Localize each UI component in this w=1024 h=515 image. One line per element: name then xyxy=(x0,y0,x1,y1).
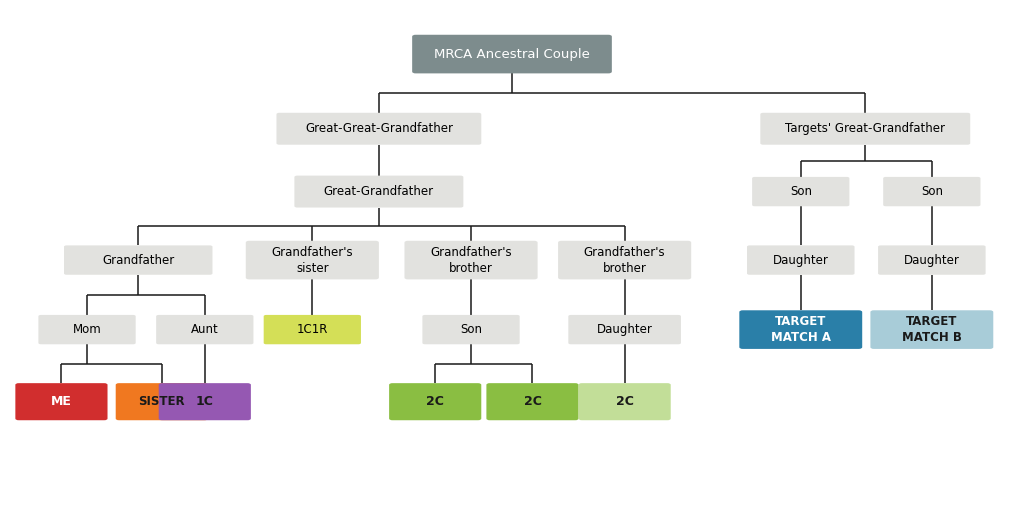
Text: Son: Son xyxy=(460,323,482,336)
FancyBboxPatch shape xyxy=(65,246,213,275)
Text: MRCA Ancestral Couple: MRCA Ancestral Couple xyxy=(434,47,590,61)
FancyBboxPatch shape xyxy=(264,315,361,345)
FancyBboxPatch shape xyxy=(486,383,579,420)
FancyBboxPatch shape xyxy=(883,177,981,206)
Text: TARGET
MATCH A: TARGET MATCH A xyxy=(771,315,830,344)
Text: Targets' Great-Grandfather: Targets' Great-Grandfather xyxy=(785,122,945,135)
Text: Grandfather's
brother: Grandfather's brother xyxy=(584,246,666,274)
FancyBboxPatch shape xyxy=(423,315,520,345)
FancyBboxPatch shape xyxy=(15,383,108,420)
FancyBboxPatch shape xyxy=(739,310,862,349)
Text: Daughter: Daughter xyxy=(597,323,652,336)
Text: ME: ME xyxy=(51,395,72,408)
FancyBboxPatch shape xyxy=(879,246,985,275)
FancyBboxPatch shape xyxy=(558,241,691,279)
FancyBboxPatch shape xyxy=(870,310,993,349)
Text: Mom: Mom xyxy=(73,323,101,336)
Text: SISTER: SISTER xyxy=(138,395,185,408)
FancyBboxPatch shape xyxy=(579,383,671,420)
FancyBboxPatch shape xyxy=(116,383,208,420)
Text: 2C: 2C xyxy=(615,395,634,408)
Text: Daughter: Daughter xyxy=(904,253,959,267)
FancyBboxPatch shape xyxy=(760,113,970,145)
FancyBboxPatch shape xyxy=(39,315,135,345)
FancyBboxPatch shape xyxy=(748,246,854,275)
FancyBboxPatch shape xyxy=(159,383,251,420)
Text: Grandfather: Grandfather xyxy=(102,253,174,267)
FancyBboxPatch shape xyxy=(295,176,463,208)
Text: 1C1R: 1C1R xyxy=(297,323,328,336)
FancyBboxPatch shape xyxy=(752,177,850,206)
FancyBboxPatch shape xyxy=(157,315,254,345)
Text: Son: Son xyxy=(790,185,812,198)
Text: Great-Grandfather: Great-Grandfather xyxy=(324,185,434,198)
Text: Son: Son xyxy=(921,185,943,198)
Text: Great-Great-Grandfather: Great-Great-Grandfather xyxy=(305,122,453,135)
FancyBboxPatch shape xyxy=(404,241,538,279)
Text: 1C: 1C xyxy=(196,395,214,408)
Text: 2C: 2C xyxy=(426,395,444,408)
Text: 2C: 2C xyxy=(523,395,542,408)
FancyBboxPatch shape xyxy=(246,241,379,279)
FancyBboxPatch shape xyxy=(568,315,681,345)
FancyBboxPatch shape xyxy=(412,35,611,73)
Text: Grandfather's
brother: Grandfather's brother xyxy=(430,246,512,274)
Text: Aunt: Aunt xyxy=(190,323,219,336)
Text: Daughter: Daughter xyxy=(773,253,828,267)
Text: Grandfather's
sister: Grandfather's sister xyxy=(271,246,353,274)
FancyBboxPatch shape xyxy=(389,383,481,420)
FancyBboxPatch shape xyxy=(276,113,481,145)
Text: TARGET
MATCH B: TARGET MATCH B xyxy=(902,315,962,344)
